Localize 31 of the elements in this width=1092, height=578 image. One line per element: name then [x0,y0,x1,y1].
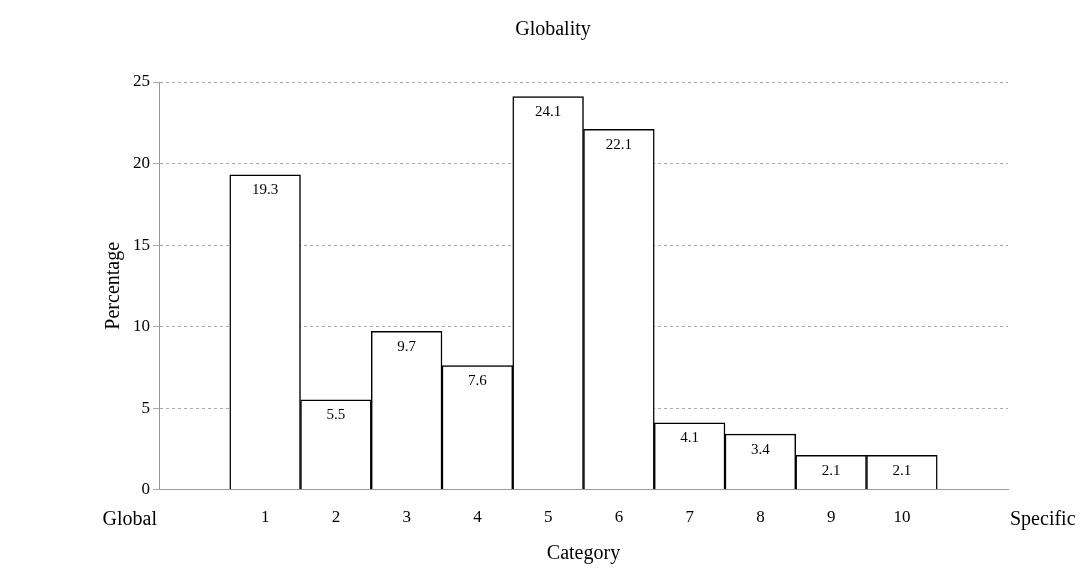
data-label: 2.1 [821,461,841,478]
x-tick-label: 1 [260,507,270,527]
data-label: 19.3 [252,181,279,198]
data-label: 9.7 [397,337,417,354]
y-tick-label: 0 [141,479,150,499]
x-tick-label: 7 [685,507,695,527]
x-tick-label: 2 [331,507,341,527]
x-tick-label: 3 [402,507,411,527]
data-label: 22.1 [605,135,632,152]
text: Global [102,506,158,529]
x-tick-label: 8 [756,507,765,527]
y-tick-label: 5 [141,397,150,417]
data-label: 5.5 [326,406,346,423]
y-axis-title: Percentage [101,241,125,330]
text: Specific [1010,506,1076,530]
chart-title: Globality [515,17,591,41]
data-label: 4.1 [680,429,699,446]
y-tick-label: 20 [133,152,150,172]
x-axis-title: Category [546,541,621,565]
x-tick-label: 6 [614,507,624,527]
data-label: 7.6 [468,372,488,389]
x-tick-label: 5 [543,507,553,527]
y-tick-label: 10 [133,316,150,336]
x-tick-label: 4 [473,507,483,527]
x-tick-label: 10 [893,507,911,527]
data-label: 2.1 [892,461,912,478]
x-tick-label: 9 [826,507,836,527]
data-label: 24.1 [535,103,562,120]
y-tick-label: 25 [133,71,150,91]
data-label: 3.4 [751,440,771,457]
y-tick-label: 15 [133,234,150,254]
